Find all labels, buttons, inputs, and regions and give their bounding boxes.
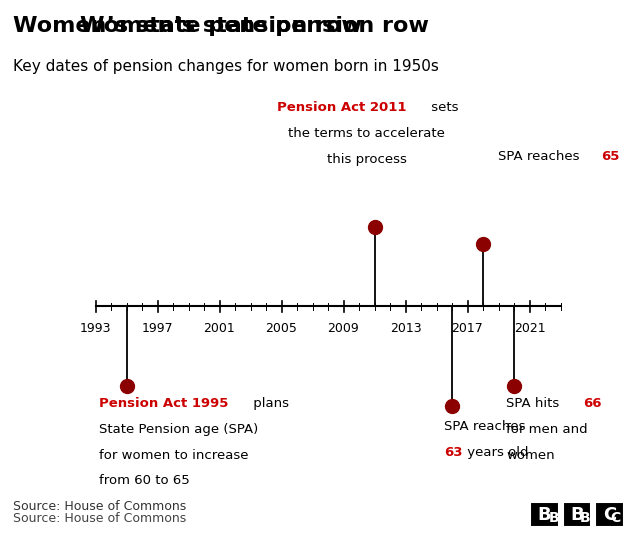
Text: Key dates of pension changes for women born in 1950s: Key dates of pension changes for women b… (13, 59, 438, 74)
Text: sets: sets (428, 101, 459, 114)
Text: 1993: 1993 (80, 322, 111, 335)
Text: Source: House of Commons: Source: House of Commons (13, 500, 186, 513)
FancyBboxPatch shape (595, 502, 624, 527)
Text: this process: this process (327, 153, 406, 166)
Text: Women’s state pension row: Women’s state pension row (80, 16, 429, 36)
Text: B: B (570, 505, 584, 524)
Text: women: women (506, 449, 555, 461)
Text: 1997: 1997 (141, 322, 173, 335)
Text: Source: House of Commons: Source: House of Commons (13, 512, 186, 525)
Text: SPA hits: SPA hits (506, 397, 564, 411)
FancyBboxPatch shape (563, 502, 591, 527)
Text: B: B (538, 505, 551, 524)
Text: 2017: 2017 (452, 322, 483, 335)
Text: Pension Act 1995: Pension Act 1995 (99, 397, 228, 411)
Text: 66: 66 (583, 397, 602, 411)
Text: for men and: for men and (506, 423, 588, 436)
Text: 2005: 2005 (266, 322, 298, 335)
Text: from 60 to 65: from 60 to 65 (99, 474, 189, 487)
Text: plans: plans (249, 397, 289, 411)
Text: C: C (603, 505, 616, 524)
Text: the terms to accelerate: the terms to accelerate (288, 127, 445, 140)
Text: for women to increase: for women to increase (99, 449, 248, 461)
Text: 63: 63 (444, 446, 463, 459)
Text: B: B (580, 511, 590, 525)
Text: Pension Act 2011 sets: Pension Act 2011 sets (293, 101, 440, 114)
Text: Women’s state pension row: Women’s state pension row (13, 16, 362, 36)
Text: 2021: 2021 (514, 322, 545, 335)
Text: SPA reaches: SPA reaches (444, 420, 525, 433)
FancyBboxPatch shape (530, 502, 559, 527)
Text: Pension Act 2011: Pension Act 2011 (277, 101, 407, 114)
Text: SPA reaches: SPA reaches (499, 150, 584, 163)
Text: 2009: 2009 (328, 322, 360, 335)
Text: B: B (549, 511, 559, 525)
Text: 2001: 2001 (204, 322, 236, 335)
Text: 65: 65 (601, 150, 619, 163)
Text: years old: years old (463, 446, 529, 459)
Text: State Pension age (SPA): State Pension age (SPA) (99, 423, 258, 436)
Text: C: C (611, 511, 621, 525)
Text: 2013: 2013 (390, 322, 421, 335)
